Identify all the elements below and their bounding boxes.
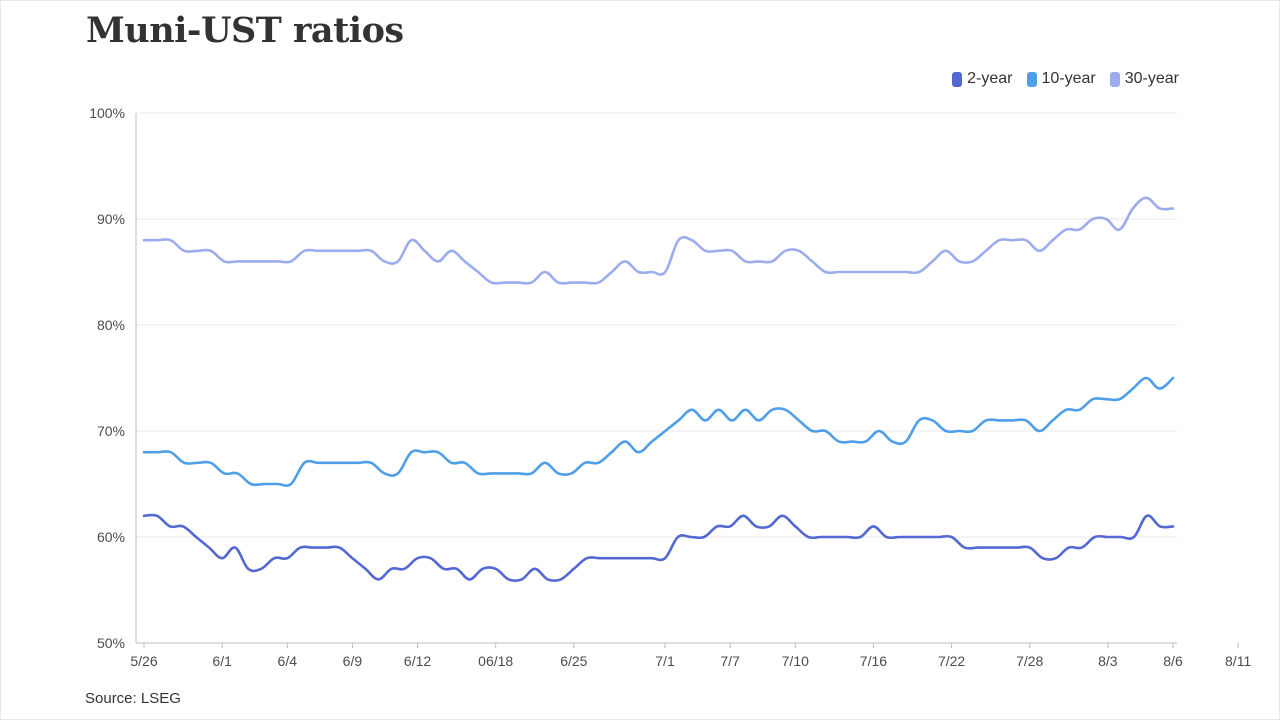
legend-label-10-year: 10-year [1041, 70, 1096, 87]
series-line-2-year [142, 513, 1175, 583]
x-tick-label: 5/26 [130, 653, 157, 669]
x-tick-label: 06/18 [478, 653, 513, 669]
x-tick-label: 7/22 [938, 653, 965, 669]
chart-title: Muni-UST ratios [86, 10, 404, 51]
x-tick-label: 7/7 [720, 653, 740, 669]
legend-swatch-30-year [1109, 71, 1120, 87]
legend-item-10-year[interactable]: 10-year [1026, 70, 1096, 88]
x-tick-label: 6/1 [212, 653, 232, 669]
x-tick-label: 6/25 [560, 653, 587, 669]
source-note: Source: LSEG [85, 690, 181, 707]
legend-label-30-year: 30-year [1124, 70, 1179, 87]
x-tick-label: 7/10 [782, 653, 809, 669]
x-tick-label: 7/16 [860, 653, 887, 669]
x-tick-label: 8/11 [1225, 653, 1251, 669]
legend-swatch-2-year [952, 71, 963, 87]
x-tick-label: 7/28 [1016, 653, 1043, 669]
y-tick-label: 60% [97, 529, 125, 545]
series-line-30-year [142, 196, 1175, 285]
y-tick-label: 80% [97, 317, 125, 333]
x-tick-label: 6/9 [343, 653, 363, 669]
y-tick-label: 50% [97, 635, 125, 651]
x-tick-label: 6/12 [404, 653, 431, 669]
y-tick-label: 100% [89, 105, 125, 121]
y-tick-label: 70% [97, 423, 125, 439]
y-tick-label: 90% [97, 211, 125, 227]
legend-swatch-10-year [1026, 71, 1037, 87]
x-tick-label: 8/3 [1098, 653, 1118, 669]
series-line-10-year [142, 376, 1175, 487]
x-tick-label: 6/4 [278, 653, 298, 669]
legend-item-30-year[interactable]: 30-year [1109, 70, 1179, 88]
x-tick-label: 8/6 [1163, 653, 1183, 669]
legend: 2-year 10-year 30-year [952, 70, 1179, 88]
legend-item-2-year[interactable]: 2-year [952, 70, 1013, 88]
x-tick-label: 7/1 [655, 653, 675, 669]
legend-label-2-year: 2-year [967, 70, 1013, 87]
